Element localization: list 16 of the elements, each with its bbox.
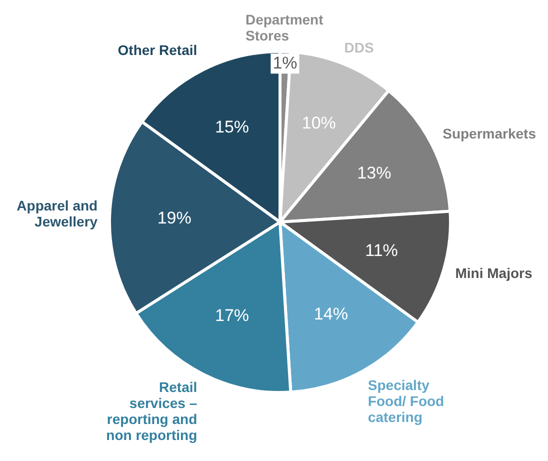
data-label: 11%	[365, 241, 398, 260]
slice-label: Mini Majors	[455, 265, 532, 282]
slice-label: Specialty Food/ Food catering	[368, 376, 444, 425]
data-label: 10%	[302, 113, 336, 132]
slice-label: Other Retail	[118, 42, 198, 58]
data-label: 17%	[214, 306, 250, 325]
data-label: 13%	[357, 164, 392, 183]
slice-label: Retail services – reporting and non reporting	[106, 378, 198, 443]
data-label: 1%	[272, 53, 298, 72]
slice-label: Apparel and Jewellery	[16, 198, 98, 230]
data-label: 14%	[314, 304, 348, 324]
slice-label: Department Stores	[245, 11, 324, 44]
data-label: 15%	[214, 118, 250, 136]
data-label: 19%	[157, 208, 192, 228]
slice-label: DDS	[344, 40, 374, 56]
slice-label: Supermarkets	[442, 125, 536, 142]
